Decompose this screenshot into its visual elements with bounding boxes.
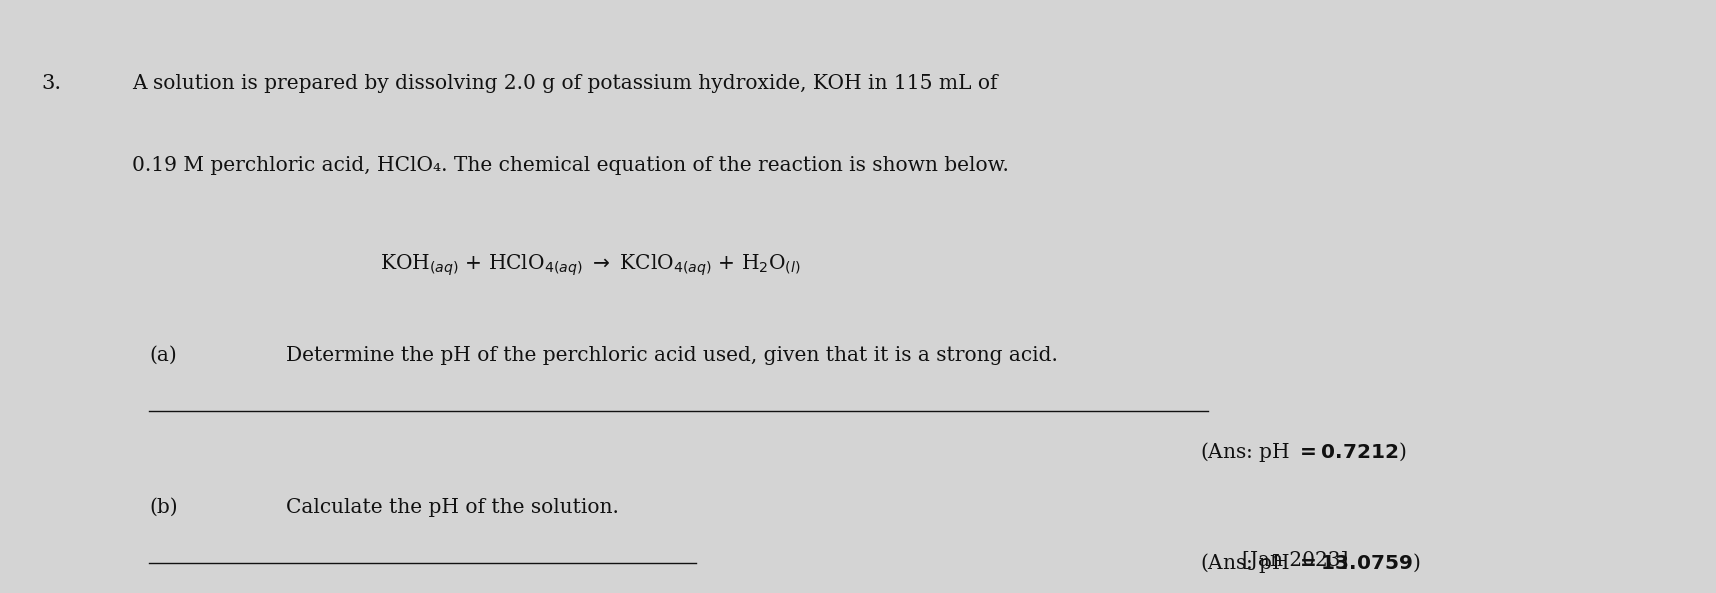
Text: A solution is prepared by dissolving 2.0 g of potassium hydroxide, KOH in 115 mL: A solution is prepared by dissolving 2.0… (132, 74, 997, 93)
Text: Calculate the pH of the solution.: Calculate the pH of the solution. (287, 498, 619, 517)
Text: (a): (a) (149, 346, 177, 365)
Text: [Jan 2023]: [Jan 2023] (1242, 551, 1349, 570)
Text: (Ans: pH $\mathbf{= 13.0759}$): (Ans: pH $\mathbf{= 13.0759}$) (1199, 551, 1419, 575)
Text: (b): (b) (149, 498, 178, 517)
Text: (Ans: pH $\mathbf{= 0.7212}$): (Ans: pH $\mathbf{= 0.7212}$) (1199, 440, 1405, 464)
Text: 3.: 3. (41, 74, 62, 93)
Text: 0.19 M perchloric acid, HClO₄. The chemical equation of the reaction is shown be: 0.19 M perchloric acid, HClO₄. The chemi… (132, 156, 1009, 175)
Text: KOH$_{(aq)}$ + HClO$_{4(aq)}$ $\rightarrow$ KClO$_{4(aq)}$ + H$_2$O$_{(l)}$: KOH$_{(aq)}$ + HClO$_{4(aq)}$ $\rightarr… (379, 253, 801, 278)
Text: Determine the pH of the perchloric acid used, given that it is a strong acid.: Determine the pH of the perchloric acid … (287, 346, 1057, 365)
